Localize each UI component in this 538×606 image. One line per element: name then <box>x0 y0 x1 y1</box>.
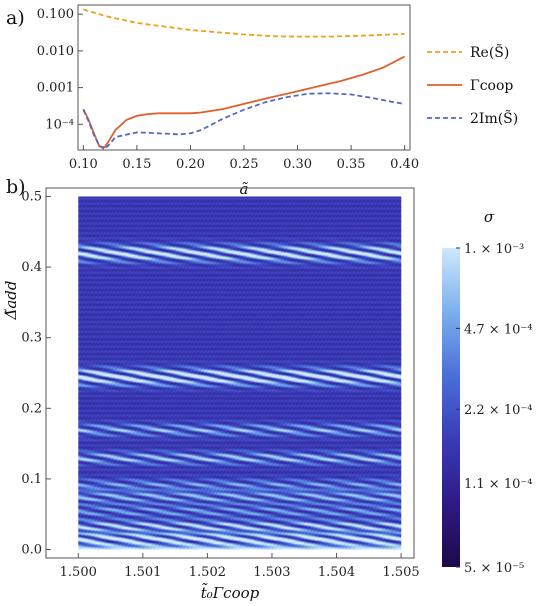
y-tick-label: 0.5 <box>21 189 42 204</box>
panel-b-xlabel: t̃₀Γcoop <box>201 583 260 602</box>
colorbar-tick-label: 5. × 10⁻⁵ <box>464 561 524 576</box>
series-line-0 <box>83 8 405 38</box>
panel-a-legend: Re(S̃) Γcoop 2Im(S̃) <box>427 43 518 127</box>
y-tick-label: 10⁻⁴ <box>45 117 74 132</box>
panel-b-y-ticks: 0.0 0.1 0.2 0.3 0.4 0.5 <box>21 189 51 558</box>
x-tick-label: 1.503 <box>253 565 290 580</box>
colorbar-tick-label: 1.1 × 10⁻⁴ <box>464 477 532 492</box>
y-tick-label: 0.100 <box>37 7 74 22</box>
x-tick-label: 1.500 <box>60 565 97 580</box>
colorbar-tick-label: 1. × 10⁻³ <box>464 242 524 257</box>
colorbar-tick-label: 4.7 × 10⁻⁴ <box>464 322 532 337</box>
y-tick-label: 0.010 <box>37 44 74 59</box>
x-tick-label: 1.501 <box>124 565 161 580</box>
panel-a-x-ticks: 0.10 0.15 0.20 0.25 0.30 0.35 0.40 <box>69 145 419 172</box>
series-line-2 <box>82 92 405 151</box>
legend-label-1: Γcoop <box>470 78 513 94</box>
x-tick-label: 0.30 <box>283 157 312 172</box>
y-tick-label: 0.4 <box>21 260 42 275</box>
panel-b: b) 0.00.10.20.30.40.5 1.500 1.501 1.502 1.5… <box>2 176 532 602</box>
panel-a-xlabel: ã <box>240 180 249 198</box>
x-tick-label: 0.10 <box>69 157 98 172</box>
colorbar-tick-label: 2.2 × 10⁻⁴ <box>464 403 532 418</box>
y-tick-label: 0.0 <box>21 543 42 558</box>
x-tick-label: 1.505 <box>382 565 419 580</box>
x-tick-label: 1.504 <box>318 565 355 580</box>
colorbar-title: σ <box>484 208 495 226</box>
x-tick-label: 1.502 <box>189 565 226 580</box>
panel-b-ylabel: Δ̃add <box>2 281 20 321</box>
y-tick-label: 0.2 <box>21 401 42 416</box>
y-tick-label: 0.001 <box>37 81 74 96</box>
panel-a-series <box>82 8 406 151</box>
series-line-1 <box>82 55 406 149</box>
y-tick-label: 0.1 <box>21 472 42 487</box>
x-tick-label: 0.40 <box>390 157 419 172</box>
x-tick-label: 0.15 <box>122 157 151 172</box>
panel-b-frame <box>45 187 415 559</box>
x-tick-label: 0.20 <box>176 157 205 172</box>
panel-b-x-ticks: 1.500 1.501 1.502 1.503 1.504 1.505 <box>60 553 420 580</box>
panel-b-label: b) <box>6 176 26 198</box>
colorbar-gradient <box>442 248 460 567</box>
panel-a-y-ticks: 0.100 0.010 0.001 10⁻⁴ <box>37 7 83 132</box>
y-tick-label: 0.3 <box>21 331 42 346</box>
panel-a-label: a) <box>6 7 25 29</box>
x-tick-label: 0.25 <box>230 157 259 172</box>
x-tick-label: 0.35 <box>337 157 366 172</box>
colorbar: 1. × 10⁻³ 4.7 × 10⁻⁴ 2.2 × 10⁻⁴ 1.1 × 10⁻⁴ 5… <box>442 242 532 576</box>
panel-a-frame <box>77 4 411 151</box>
heatmap <box>78 196 402 550</box>
legend-label-2: 2Im(S̃) <box>470 109 518 127</box>
heatmap-image <box>78 196 402 550</box>
legend-label-0: Re(S̃) <box>470 43 509 61</box>
